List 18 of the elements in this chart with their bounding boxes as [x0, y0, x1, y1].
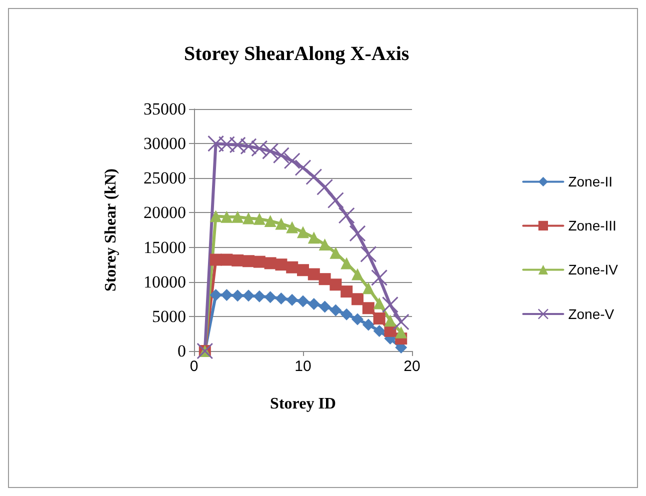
x-axis-title: Storey ID — [270, 396, 336, 412]
y-axis-title: Storey Shear (kN) — [102, 168, 120, 292]
x-tick-label: 10 — [294, 358, 312, 375]
legend-label: Zone-V — [568, 306, 615, 322]
y-tick-label: 35000 — [144, 100, 186, 118]
legend-label: Zone-II — [568, 174, 613, 190]
y-tick-label: 15000 — [144, 238, 186, 257]
x-tick-label: 0 — [190, 358, 198, 375]
legend-label: Zone-IV — [568, 262, 619, 278]
legend-label: Zone-III — [568, 218, 616, 234]
chart-title: Storey ShearAlong X-Axis — [184, 43, 410, 65]
y-tick-label: 10000 — [144, 272, 186, 292]
y-tick-label: 0 — [178, 342, 186, 360]
x-tick-label: 20 — [404, 358, 420, 375]
y-tick-label: 30000 — [144, 134, 186, 154]
y-tick-label: 25000 — [144, 168, 186, 188]
y-tick-label: 5000 — [152, 306, 186, 326]
y-tick-label: 20000 — [144, 203, 186, 222]
